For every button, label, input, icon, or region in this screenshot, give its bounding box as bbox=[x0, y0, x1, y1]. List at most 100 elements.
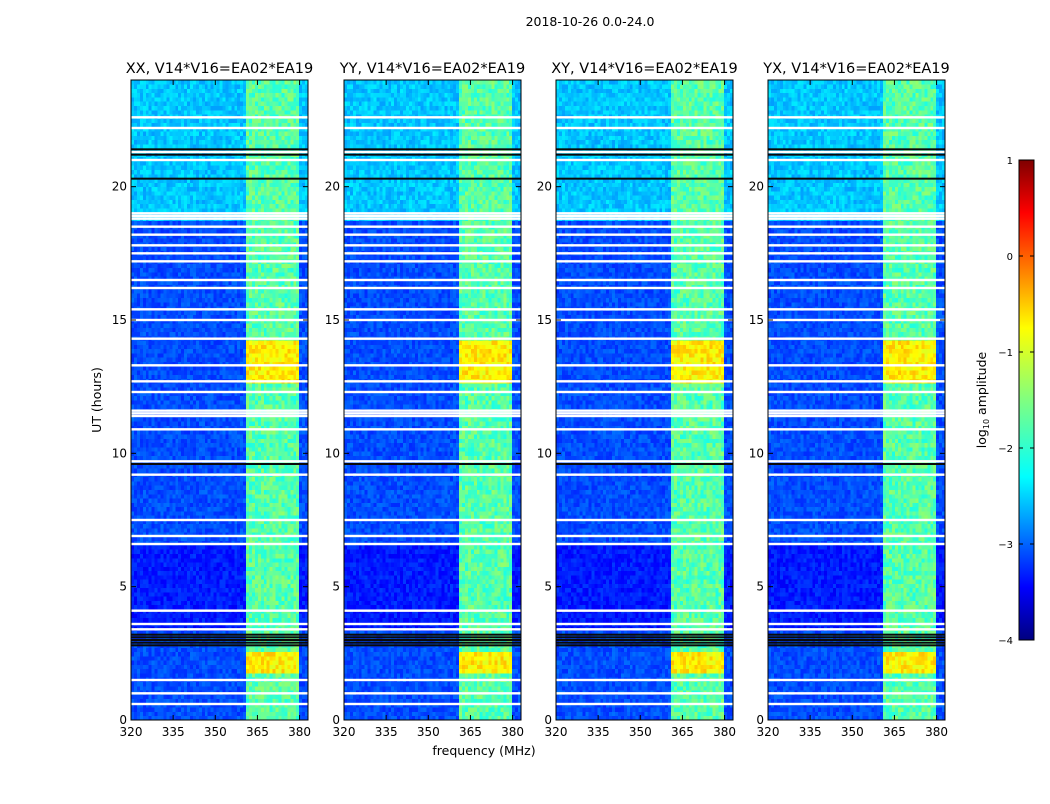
flagged-row bbox=[556, 279, 733, 281]
flagged-row bbox=[768, 212, 945, 214]
flagged-row bbox=[556, 308, 733, 310]
dark-line bbox=[131, 634, 308, 636]
flagged-row bbox=[344, 116, 521, 118]
flagged-row bbox=[556, 287, 733, 289]
dark-line bbox=[131, 148, 308, 150]
colorbar-tick-label: −1 bbox=[998, 348, 1013, 359]
flagged-row bbox=[768, 319, 945, 321]
flagged-row bbox=[131, 151, 308, 153]
flagged-row bbox=[768, 623, 945, 625]
flagged-row bbox=[344, 337, 521, 339]
flagged-row bbox=[556, 628, 733, 630]
dark-line bbox=[556, 642, 733, 644]
y-tick-label: 15 bbox=[325, 313, 340, 327]
y-tick-label: 0 bbox=[119, 713, 127, 727]
flagged-row bbox=[344, 364, 521, 366]
flagged-row bbox=[131, 260, 308, 262]
flagged-row bbox=[344, 244, 521, 246]
dark-line bbox=[344, 639, 521, 641]
dark-line bbox=[131, 644, 308, 646]
colorbar-label-base: log bbox=[974, 429, 989, 448]
colorbar-label: log10 amplitude bbox=[974, 351, 991, 448]
dark-line bbox=[131, 636, 308, 638]
flagged-row bbox=[344, 679, 521, 681]
flagged-row bbox=[556, 252, 733, 254]
y-tick-label: 5 bbox=[119, 580, 127, 594]
figure-suptitle: 2018-10-26 0.0-24.0 bbox=[526, 14, 655, 29]
dark-line bbox=[768, 154, 945, 156]
flagged-row bbox=[768, 609, 945, 611]
dark-line bbox=[131, 639, 308, 641]
flagged-row bbox=[556, 609, 733, 611]
flagged-row bbox=[556, 692, 733, 694]
dark-line bbox=[556, 636, 733, 638]
flagged-row bbox=[556, 519, 733, 521]
flagged-row bbox=[344, 391, 521, 393]
colorbar-tick-label: 1 bbox=[1007, 156, 1013, 167]
flagged-row bbox=[131, 159, 308, 161]
y-tick-label: 10 bbox=[749, 446, 764, 460]
flagged-row bbox=[131, 308, 308, 310]
flagged-row bbox=[556, 380, 733, 382]
y-tick-label: 20 bbox=[537, 180, 552, 194]
flagged-row bbox=[768, 217, 945, 219]
flagged-row bbox=[131, 116, 308, 118]
dark-line bbox=[556, 154, 733, 156]
dark-line bbox=[768, 642, 945, 644]
x-tick-label: 350 bbox=[417, 725, 440, 739]
x-tick-label: 350 bbox=[841, 725, 864, 739]
x-tick-label: 380 bbox=[501, 725, 524, 739]
flagged-row bbox=[131, 212, 308, 214]
y-tick-label: 20 bbox=[112, 180, 127, 194]
x-tick-label: 335 bbox=[375, 725, 398, 739]
x-tick-label: 365 bbox=[459, 725, 482, 739]
colorbar-gradient bbox=[1019, 160, 1034, 640]
flagged-row bbox=[131, 543, 308, 545]
flagged-row bbox=[768, 287, 945, 289]
flagged-row bbox=[344, 473, 521, 475]
flagged-row bbox=[556, 623, 733, 625]
flagged-row bbox=[131, 409, 308, 411]
flagged-row bbox=[556, 391, 733, 393]
dark-line bbox=[556, 644, 733, 646]
flagged-row bbox=[344, 409, 521, 411]
flagged-row bbox=[768, 116, 945, 118]
y-tick-label: 10 bbox=[112, 446, 127, 460]
flagged-row bbox=[556, 116, 733, 118]
flagged-row bbox=[131, 679, 308, 681]
flagged-row bbox=[556, 233, 733, 235]
flagged-row bbox=[344, 460, 521, 462]
colorbar-tick-label: −3 bbox=[998, 540, 1013, 551]
x-tick-label: 380 bbox=[713, 725, 736, 739]
flagged-row bbox=[344, 287, 521, 289]
dark-line bbox=[344, 634, 521, 636]
y-tick-label: 5 bbox=[756, 580, 764, 594]
flagged-row bbox=[768, 415, 945, 417]
dark-line bbox=[131, 463, 308, 465]
flagged-row bbox=[556, 415, 733, 417]
flagged-row bbox=[556, 244, 733, 246]
flagged-row bbox=[131, 609, 308, 611]
x-tick-label: 380 bbox=[288, 725, 311, 739]
flagged-row bbox=[344, 703, 521, 705]
flagged-row bbox=[131, 252, 308, 254]
flagged-row bbox=[344, 212, 521, 214]
flagged-row bbox=[344, 519, 521, 521]
flagged-row bbox=[768, 460, 945, 462]
dark-line bbox=[344, 148, 521, 150]
flagged-row bbox=[131, 217, 308, 219]
x-tick-label: 320 bbox=[545, 725, 568, 739]
flagged-row bbox=[344, 543, 521, 545]
flagged-row bbox=[131, 380, 308, 382]
flagged-row bbox=[131, 412, 308, 414]
flagged-row bbox=[131, 428, 308, 430]
flagged-row bbox=[131, 703, 308, 705]
dark-line bbox=[556, 148, 733, 150]
flagged-row bbox=[556, 319, 733, 321]
flagged-row bbox=[344, 217, 521, 219]
flagged-row bbox=[556, 543, 733, 545]
